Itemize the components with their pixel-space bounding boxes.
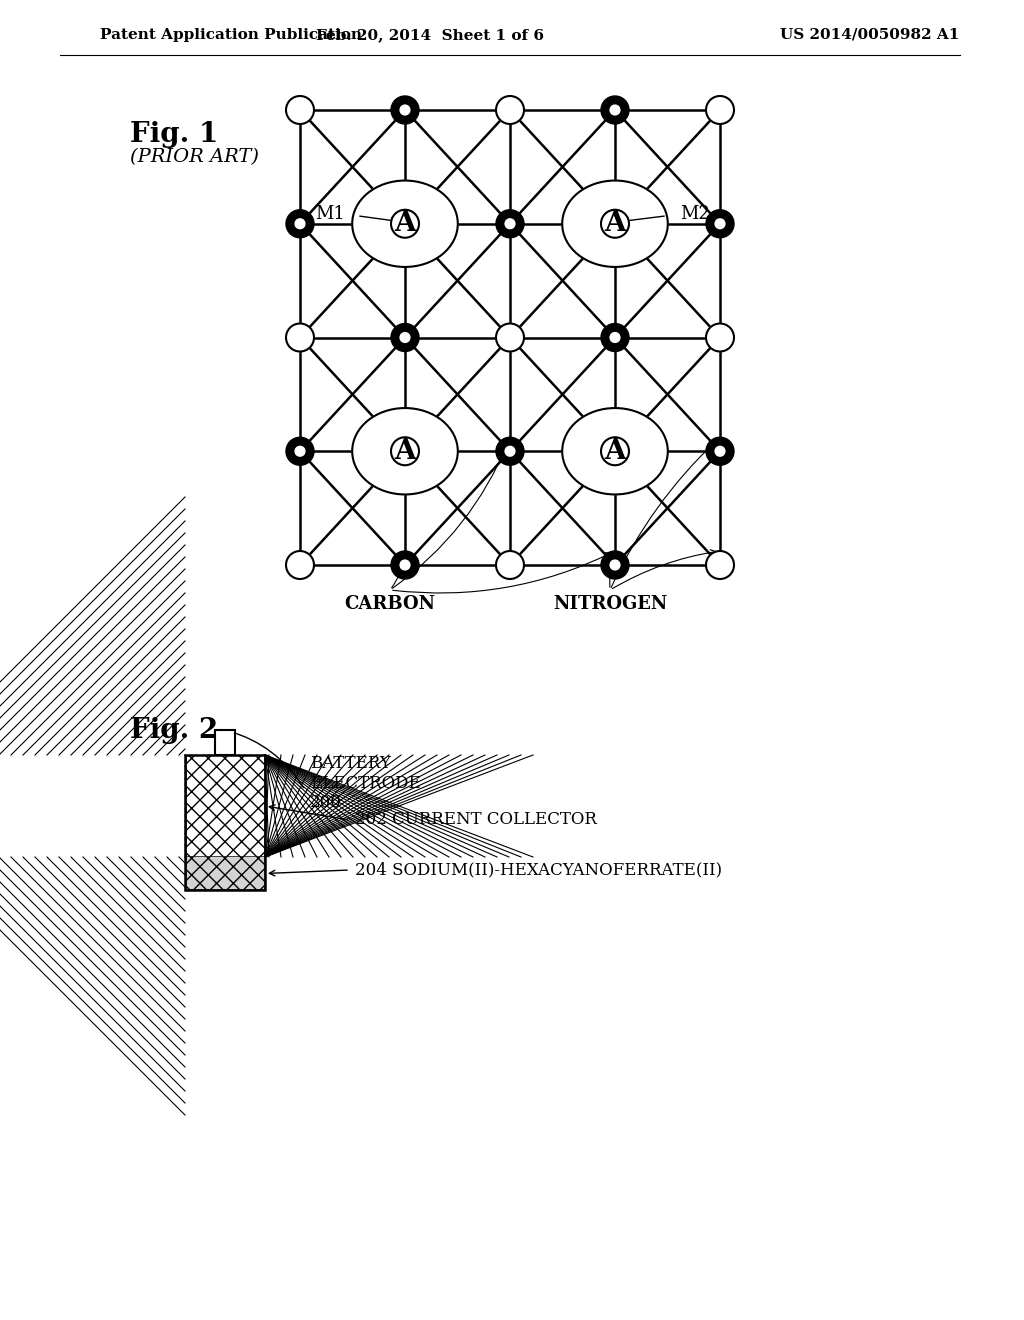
Circle shape xyxy=(496,437,524,465)
Circle shape xyxy=(706,437,734,465)
Bar xyxy=(185,755,265,890)
Ellipse shape xyxy=(352,408,458,495)
Circle shape xyxy=(601,323,629,351)
Text: Feb. 20, 2014  Sheet 1 of 6: Feb. 20, 2014 Sheet 1 of 6 xyxy=(316,28,544,42)
Circle shape xyxy=(391,437,419,465)
Ellipse shape xyxy=(562,181,668,267)
Bar xyxy=(185,755,265,890)
Text: Fig. 2: Fig. 2 xyxy=(130,717,218,743)
Circle shape xyxy=(601,437,629,465)
Circle shape xyxy=(391,210,419,238)
Circle shape xyxy=(715,219,725,228)
Circle shape xyxy=(400,333,410,342)
Bar xyxy=(215,730,234,755)
Circle shape xyxy=(610,106,620,115)
Text: CARBON: CARBON xyxy=(344,595,435,612)
Ellipse shape xyxy=(562,408,668,495)
Text: (PRIOR ART): (PRIOR ART) xyxy=(130,148,259,166)
Circle shape xyxy=(400,106,410,115)
Circle shape xyxy=(400,560,410,570)
Circle shape xyxy=(286,96,314,124)
Circle shape xyxy=(601,550,629,579)
Text: Patent Application Publication: Patent Application Publication xyxy=(100,28,362,42)
Circle shape xyxy=(391,96,419,124)
Circle shape xyxy=(496,210,524,238)
Circle shape xyxy=(391,550,419,579)
Circle shape xyxy=(391,323,419,351)
Circle shape xyxy=(496,96,524,124)
Circle shape xyxy=(496,550,524,579)
Text: NITROGEN: NITROGEN xyxy=(553,595,668,612)
Circle shape xyxy=(505,446,515,457)
Circle shape xyxy=(286,550,314,579)
Text: A: A xyxy=(604,438,626,465)
Text: A: A xyxy=(604,210,626,238)
Circle shape xyxy=(706,323,734,351)
Circle shape xyxy=(715,446,725,457)
Circle shape xyxy=(610,560,620,570)
Circle shape xyxy=(706,550,734,579)
Ellipse shape xyxy=(352,181,458,267)
Text: BATTERY
ELECTRODE
200: BATTERY ELECTRODE 200 xyxy=(310,755,421,812)
Circle shape xyxy=(496,323,524,351)
Circle shape xyxy=(610,333,620,342)
Bar xyxy=(186,855,264,888)
Text: M1: M1 xyxy=(315,205,345,223)
Text: A: A xyxy=(394,438,416,465)
Circle shape xyxy=(505,219,515,228)
Circle shape xyxy=(601,210,629,238)
Circle shape xyxy=(295,446,305,457)
Circle shape xyxy=(286,437,314,465)
Bar xyxy=(186,755,264,857)
Text: US 2014/0050982 A1: US 2014/0050982 A1 xyxy=(780,28,959,42)
Bar xyxy=(215,730,234,755)
Text: Fig. 1: Fig. 1 xyxy=(130,121,218,149)
Circle shape xyxy=(706,210,734,238)
Circle shape xyxy=(601,96,629,124)
Circle shape xyxy=(286,323,314,351)
Text: 204 SODIUM(II)-HEXACYANOFERRATE(II): 204 SODIUM(II)-HEXACYANOFERRATE(II) xyxy=(355,862,722,879)
Text: M2: M2 xyxy=(680,205,710,223)
Text: 202 CURRENT COLLECTOR: 202 CURRENT COLLECTOR xyxy=(355,812,597,829)
Circle shape xyxy=(295,219,305,228)
Text: A: A xyxy=(394,210,416,238)
Circle shape xyxy=(706,96,734,124)
Circle shape xyxy=(286,210,314,238)
